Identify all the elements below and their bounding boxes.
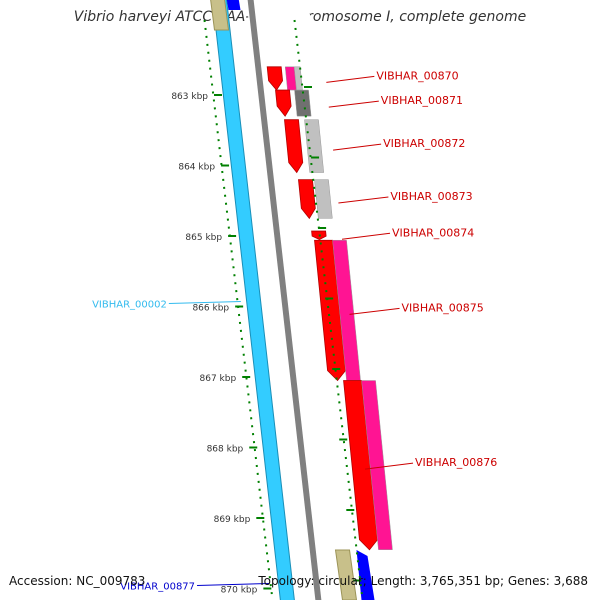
side-leader-vibhar_00877 <box>197 583 270 586</box>
olive-block-top <box>210 0 230 31</box>
labels-layer: VIBHAR_00870 VIBHAR_00871 VIBHAR_00872 VIBH… <box>92 69 497 592</box>
gene-label-vibhar_00876: VIBHAR_00876 <box>415 456 497 469</box>
gene-arrow-vibhar_00872 <box>284 119 304 174</box>
gene-leader-vibhar_00876 <box>364 462 414 470</box>
ruler-label-869: 869 kbp <box>214 515 251 525</box>
gene-label-vibhar_00873: VIBHAR_00873 <box>390 190 472 203</box>
strand-light-blue <box>212 0 295 600</box>
ruler-label-867: 867 kbp <box>200 374 237 384</box>
strand-grey <box>247 0 322 600</box>
gene-leader-vibhar_00872 <box>333 143 382 151</box>
features-layer <box>266 66 393 551</box>
ruler-label-864: 864 kbp <box>178 163 215 173</box>
gene-leader-vibhar_00870 <box>326 75 375 83</box>
gene-feature-vibhar_00872-0 <box>304 119 325 173</box>
dark-blue-block-bottom <box>356 550 375 600</box>
ruler-label-863: 863 kbp <box>171 92 208 102</box>
gene-label-vibhar_00872: VIBHAR_00872 <box>383 137 465 150</box>
ruler-dotted-line-inner <box>203 19 274 600</box>
gene-label-vibhar_00875: VIBHAR_00875 <box>402 301 484 314</box>
gene-leader-vibhar_00874 <box>341 232 391 240</box>
feature-band-background <box>246 0 369 600</box>
gene-feature-vibhar_00871-0 <box>294 89 312 117</box>
accession-text: Accession: NC_009783 <box>9 574 146 588</box>
gene-leader-vibhar_00871 <box>328 100 379 108</box>
gene-feature-vibhar_00876-0 <box>361 380 393 550</box>
gene-label-vibhar_00874: VIBHAR_00874 <box>392 226 474 239</box>
gene-arrow-vibhar_00875 <box>314 239 346 382</box>
ruler-label-870: 870 kbp <box>221 586 258 596</box>
ruler-label-866: 866 kbp <box>192 304 229 314</box>
olive-block-bottom <box>334 549 358 600</box>
dark-blue-block-top <box>226 0 241 10</box>
strands-layer <box>210 0 375 600</box>
gene-arrow-vibhar_00873 <box>298 179 316 220</box>
gene-label-vibhar_00871: VIBHAR_00871 <box>381 94 463 107</box>
gene-arrow-vibhar_00870 <box>266 66 283 91</box>
gene-leader-vibhar_00873 <box>338 196 389 204</box>
summary-text: Topology: circular; Length: 3,765,351 bp… <box>258 574 588 588</box>
map-background-layer <box>246 0 369 600</box>
ruler-layer: 863 kbp 864 kbp 865 kbp 866 kbp 867 kbp 868 k… <box>171 19 364 600</box>
side-leader-vibhar_00002 <box>168 301 241 304</box>
ruler-label-865: 865 kbp <box>185 233 222 243</box>
side-label-vibhar_00002: VIBHAR_00002 <box>92 300 167 311</box>
gene-arrow-vibhar_00876 <box>343 380 378 551</box>
gene-arrow-vibhar_00871 <box>275 89 292 117</box>
ruler-dotted-line-outer <box>293 19 364 600</box>
gene-label-vibhar_00870: VIBHAR_00870 <box>376 69 458 82</box>
ruler-label-868: 868 kbp <box>207 445 244 455</box>
gene-feature-vibhar_00873-0 <box>314 179 333 219</box>
side-label-vibhar_00877: VIBHAR_00877 <box>120 582 195 593</box>
gene-leader-vibhar_00875 <box>349 307 400 315</box>
